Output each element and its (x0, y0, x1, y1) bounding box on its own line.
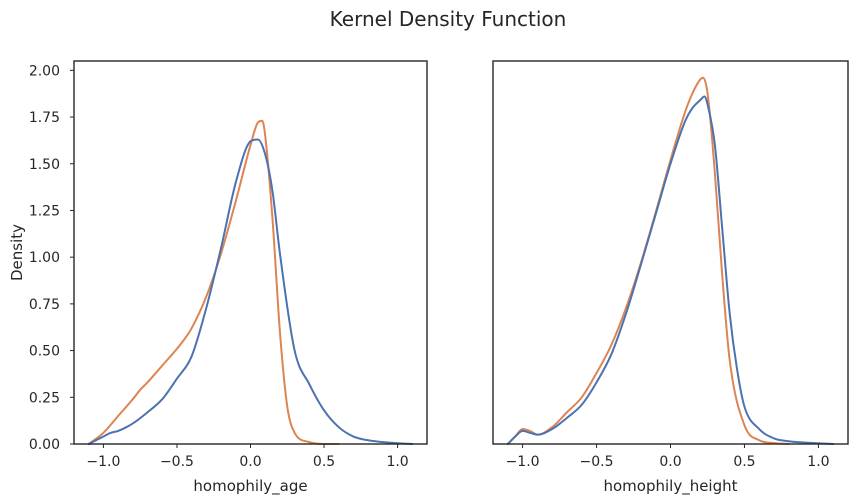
y-tick-label: 2.00 (29, 63, 60, 79)
x-tick-label: 0.5 (313, 454, 335, 470)
x-tick-label: 1.0 (807, 454, 829, 470)
x-axis-label: homophily_height (603, 477, 737, 496)
x-tick-label: −1.0 (86, 454, 120, 470)
y-tick-label: 0.75 (29, 297, 60, 313)
figure-title: Kernel Density Function (330, 7, 567, 31)
y-axis-label: Density (8, 224, 26, 281)
y-tick-label: 0.50 (29, 344, 60, 360)
x-axis-label: homophily_age (193, 477, 307, 496)
x-tick-label: 1.0 (386, 454, 408, 470)
kde-line-series-1 (506, 76, 790, 445)
axes-frame (492, 60, 849, 445)
y-tick-label: 0.00 (29, 437, 60, 453)
x-tick-label: −1.0 (506, 454, 540, 470)
kde-line-series-2 (506, 95, 835, 445)
x-tick-label: 0.5 (733, 454, 755, 470)
x-tick-label: 0.0 (239, 454, 261, 470)
x-tick-label: −0.5 (580, 454, 614, 470)
right-subplot: −1.0 −0.5 0.0 0.5 1.0 homophily_height (492, 60, 849, 496)
y-tick-label: 1.25 (29, 203, 60, 219)
left-subplot: −1.0 −0.5 0.0 0.5 1.0 0.00 0.25 0.50 0.75 1.00 1.2… (8, 60, 428, 496)
x-tick-label: 0.0 (659, 454, 681, 470)
kde-line-series-1 (87, 119, 340, 445)
y-tick-label: 1.50 (29, 157, 60, 173)
kde-line-series-2 (87, 138, 414, 445)
y-tick-label: 1.00 (29, 250, 60, 266)
axes-frame (73, 60, 428, 445)
y-tick-label: 0.25 (29, 390, 60, 406)
y-tick-label: 1.75 (29, 110, 60, 126)
x-tick-label: −0.5 (160, 454, 194, 470)
